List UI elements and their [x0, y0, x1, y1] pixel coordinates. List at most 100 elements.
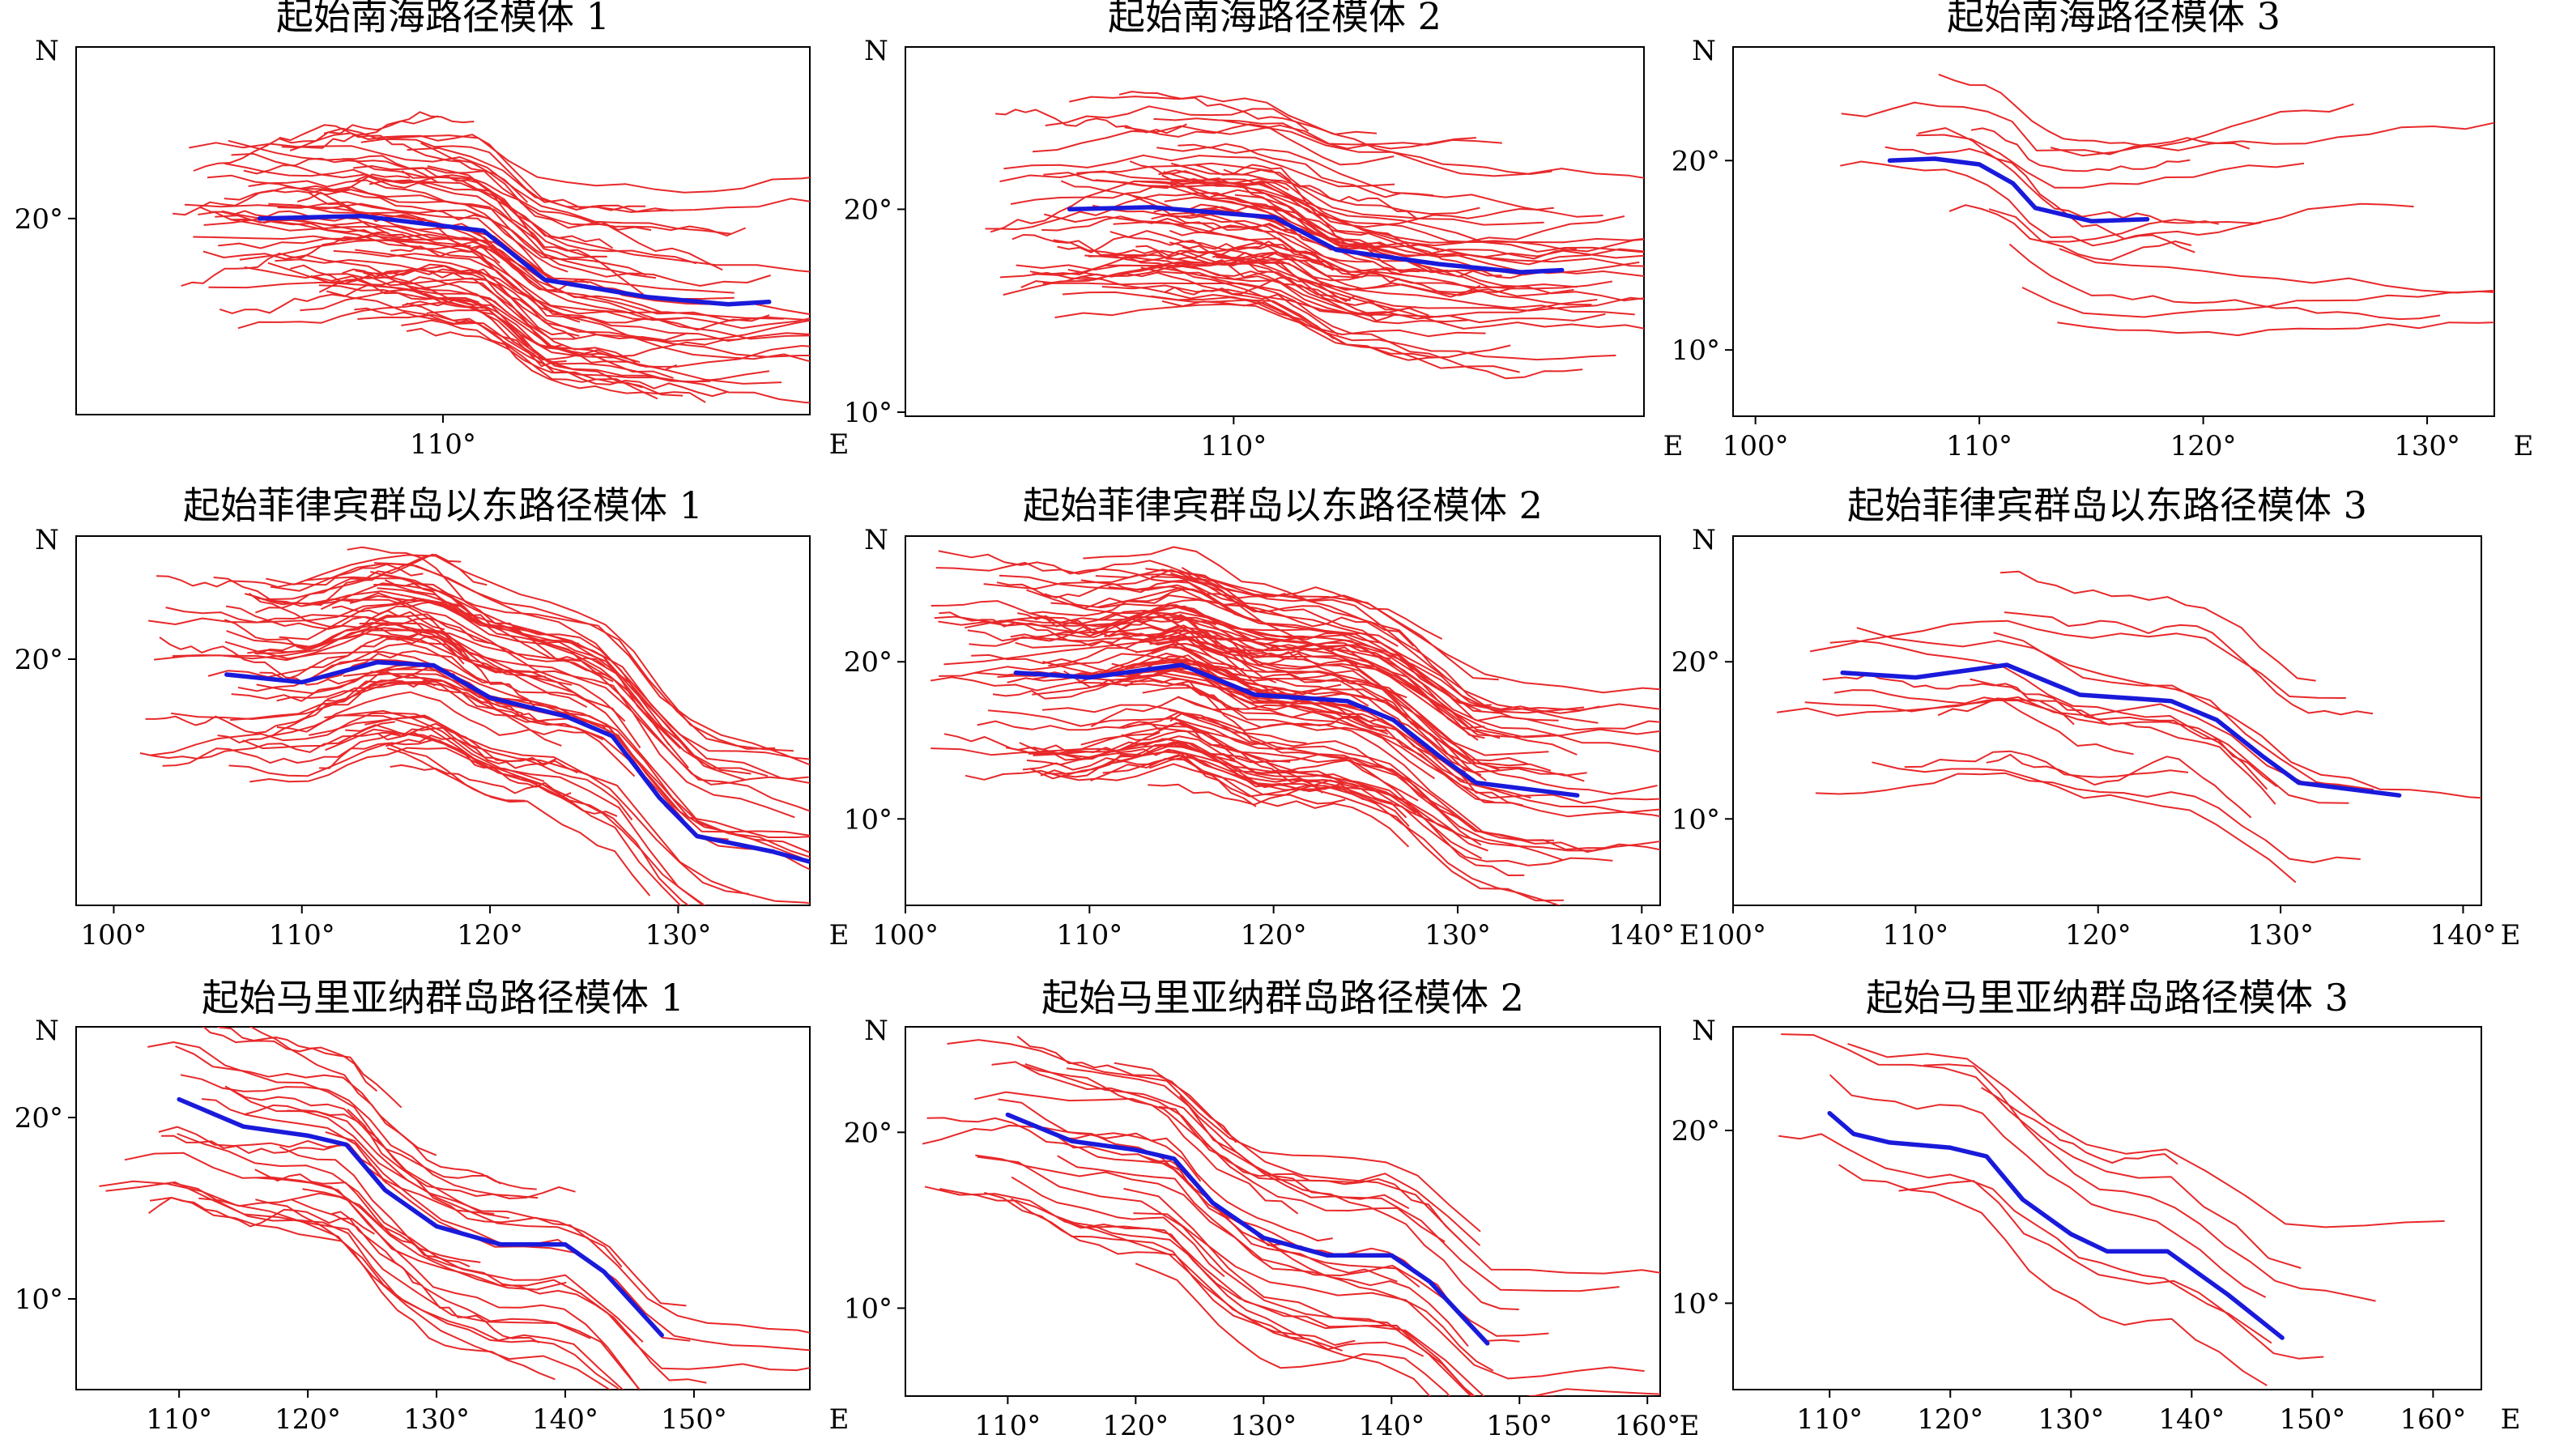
typhoon-track	[1173, 1161, 1520, 1343]
tracks-group	[99, 1027, 810, 1390]
typhoon-track	[357, 313, 711, 383]
x-tick-label: 130°	[1425, 919, 1491, 952]
typhoon-track	[313, 658, 810, 854]
typhoon-track	[1168, 709, 1525, 876]
x-tick-label: 110°	[410, 428, 476, 461]
x-direction-label: E	[1663, 430, 1684, 462]
typhoon-track	[256, 601, 474, 655]
tracks-group	[139, 546, 810, 905]
typhoon-track	[984, 1191, 1425, 1357]
typhoon-track	[231, 671, 636, 777]
typhoon-track	[172, 1181, 624, 1390]
typhoon-track	[1162, 662, 1587, 777]
typhoon-track	[353, 175, 607, 258]
typhoon-track	[202, 1098, 501, 1185]
x-direction-label: E	[829, 428, 850, 461]
typhoon-track	[427, 165, 810, 273]
mean-track-line	[1013, 662, 1580, 798]
typhoon-track	[302, 1188, 641, 1390]
typhoon-track	[1003, 154, 1395, 188]
x-tick-label: 130°	[2038, 1403, 2104, 1436]
typhoon-track	[1918, 127, 2219, 225]
mean-track-line	[1005, 1112, 1490, 1346]
typhoon-track	[420, 142, 723, 271]
track-panel-7: 起始马里亚纳群岛路径模体 1 110° 120° 130° 140° 150° 10° 20°…	[15, 976, 850, 1436]
typhoon-track	[172, 173, 411, 216]
typhoon-track	[145, 680, 377, 734]
typhoon-track	[1212, 241, 1400, 283]
typhoon-track	[1053, 239, 1335, 340]
typhoon-track	[401, 170, 644, 296]
typhoon-track	[1011, 234, 1267, 279]
y-direction-label: N	[35, 1015, 59, 1047]
x-tick-label: 130°	[403, 1403, 470, 1436]
typhoon-track	[255, 1198, 556, 1381]
typhoon-track	[1179, 1095, 1519, 1310]
x-tick-label: 120°	[1917, 1403, 1983, 1436]
typhoon-track	[2057, 321, 2494, 337]
typhoon-track	[1170, 180, 1644, 253]
y-direction-label: N	[864, 524, 888, 556]
typhoon-track	[198, 211, 581, 323]
y-tick-label: 20°	[15, 644, 63, 676]
typhoon-track	[935, 560, 1258, 612]
typhoon-track	[1809, 619, 2346, 699]
typhoon-track	[1107, 612, 1307, 661]
typhoon-track	[1005, 744, 1257, 807]
typhoon-track	[363, 673, 803, 859]
typhoon-track	[378, 632, 809, 785]
typhoon-track	[228, 139, 595, 259]
typhoon-track	[1163, 212, 1625, 250]
typhoon-track	[401, 319, 643, 389]
x-tick-label: 140°	[532, 1403, 598, 1436]
typhoon-track	[1083, 546, 1559, 722]
typhoon-track	[1938, 73, 2251, 150]
typhoon-track	[208, 281, 782, 385]
mean-track-line	[224, 660, 810, 865]
y-tick-label: 10°	[1672, 803, 1720, 836]
typhoon-track	[237, 642, 596, 707]
x-tick-label: 110°	[1946, 430, 2012, 462]
typhoon-track	[239, 238, 784, 320]
x-tick-label: 110°	[1796, 1403, 1863, 1436]
typhoon-track	[1778, 1133, 2272, 1344]
plot-frame	[75, 535, 811, 906]
typhoon-track	[983, 573, 1499, 681]
typhoon-track	[1171, 162, 1644, 267]
typhoon-track	[1042, 282, 1598, 318]
typhoon-track	[245, 554, 462, 607]
typhoon-track	[1829, 640, 2268, 790]
typhoon-track	[1169, 241, 1397, 322]
y-tick-label: 10°	[844, 397, 892, 429]
typhoon-track	[181, 232, 389, 287]
typhoon-track	[231, 152, 657, 279]
typhoon-track	[254, 1169, 471, 1268]
typhoon-track	[1022, 741, 1291, 771]
typhoon-track	[1040, 754, 1346, 805]
typhoon-track	[224, 186, 569, 273]
x-tick-label: 150°	[661, 1403, 727, 1436]
typhoon-track	[139, 721, 395, 760]
x-tick-label: 140°	[1608, 919, 1675, 952]
typhoon-track	[1041, 704, 1564, 862]
x-direction-label: E	[2501, 1403, 2521, 1436]
mean-track-line	[1827, 1110, 2285, 1340]
x-tick-label: 100°	[1723, 430, 1789, 462]
x-tick-label: 160°	[2400, 1403, 2466, 1436]
typhoon-track	[1015, 640, 1294, 692]
typhoon-track	[996, 581, 1260, 622]
typhoon-track	[193, 115, 439, 172]
typhoon-track	[213, 577, 463, 653]
typhoon-track	[105, 1181, 591, 1339]
typhoon-track	[1045, 1128, 1333, 1242]
typhoon-track	[1060, 180, 1339, 268]
typhoon-track	[988, 709, 1483, 860]
x-tick-label: 110°	[974, 1410, 1041, 1442]
typhoon-track	[1156, 146, 1603, 218]
typhoon-track	[1856, 627, 2387, 796]
typhoon-track	[943, 636, 1501, 739]
x-tick-label: 120°	[275, 1403, 341, 1436]
typhoon-track	[149, 1197, 620, 1390]
typhoon-track	[1017, 612, 1216, 634]
x-tick-label: 110°	[1200, 430, 1267, 462]
